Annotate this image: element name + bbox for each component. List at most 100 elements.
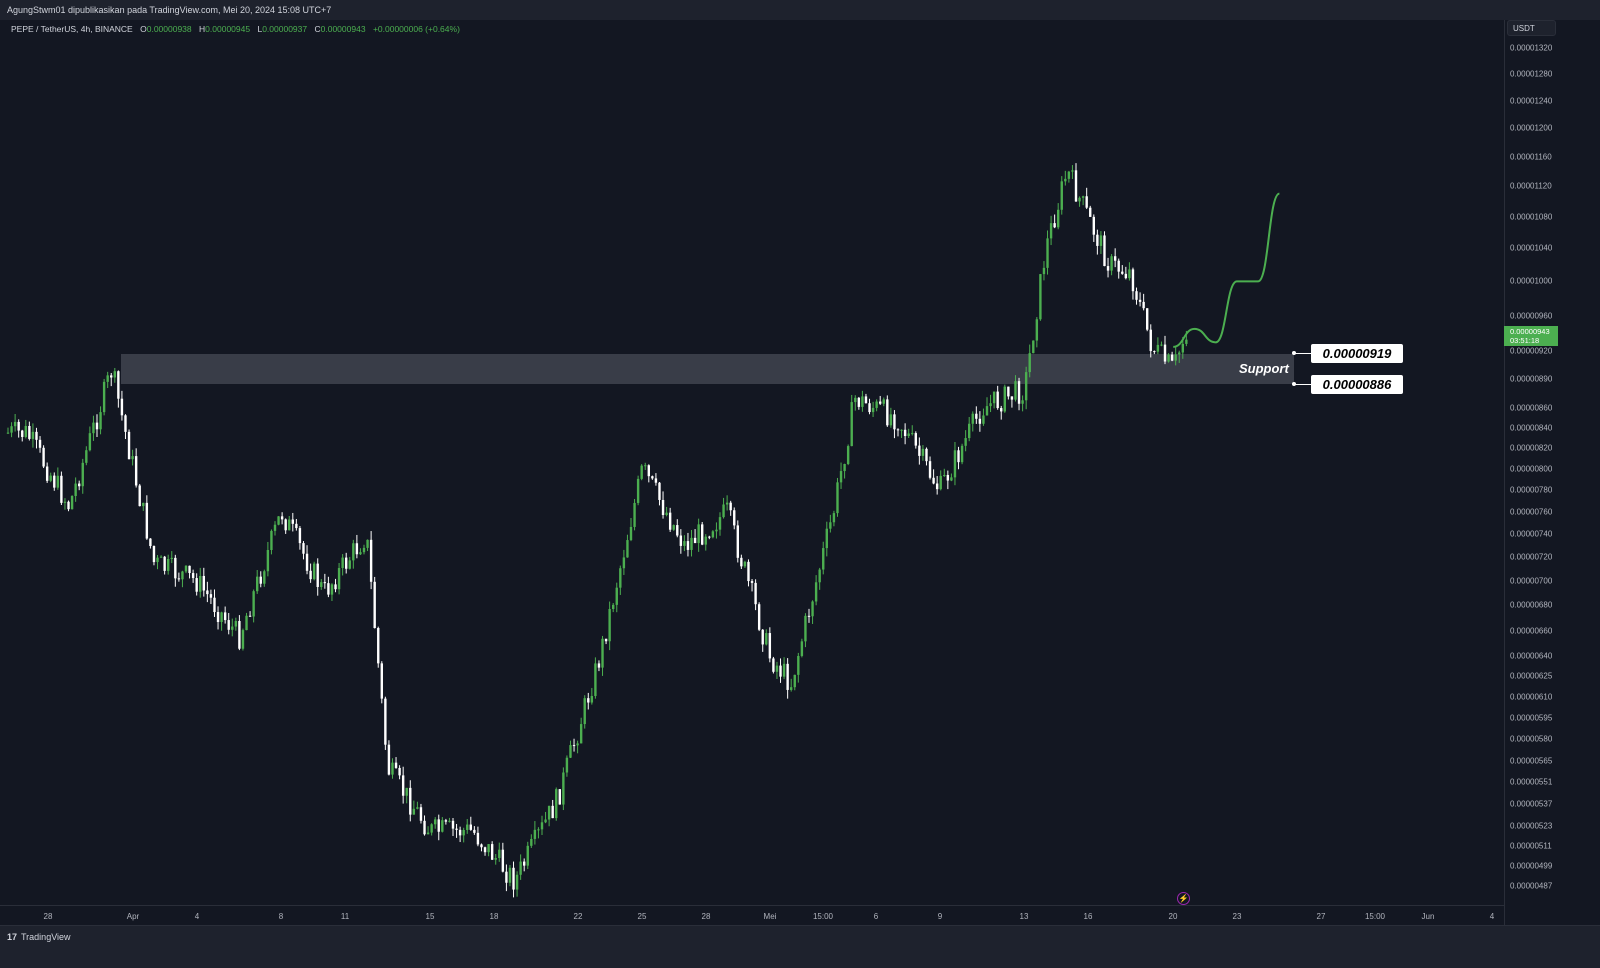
candle-body (950, 477, 953, 481)
candle-body (369, 539, 373, 582)
candle-body (1149, 329, 1152, 352)
candle-body (825, 528, 828, 549)
candle-body (540, 822, 544, 830)
candle-body (31, 431, 35, 439)
price-tick: 0.00001200 (1510, 123, 1553, 133)
candle-body (102, 381, 106, 413)
candle-body (366, 539, 369, 548)
candle-body (345, 557, 348, 569)
candle-body (633, 502, 636, 527)
candle-body (78, 483, 81, 487)
change-value: +0.00000006 (+0.64%) (372, 24, 460, 34)
price-scale[interactable] (1504, 20, 1600, 925)
price-tick: 0.00000860 (1510, 403, 1553, 413)
candle-body (1096, 234, 1099, 246)
lower-level-label[interactable]: 0.00000886 (1311, 375, 1403, 394)
candle-body (234, 621, 238, 627)
candle-body (337, 568, 341, 590)
candle-body (779, 665, 782, 677)
candle-body (490, 844, 494, 860)
candle-body (996, 391, 999, 409)
candle-body (889, 414, 893, 426)
candle-body (412, 808, 416, 815)
time-tick: 6 (873, 912, 879, 921)
candle-body (1085, 196, 1088, 208)
candle-body (1067, 171, 1071, 179)
upper-level-label[interactable]: 0.00000919 (1311, 344, 1403, 363)
candle-body (277, 516, 280, 525)
candle-body (131, 456, 134, 460)
candle-body (458, 829, 462, 836)
candle-body (693, 537, 697, 544)
candle-body (1007, 386, 1010, 397)
candle-body (1010, 396, 1014, 400)
candle-body (822, 548, 825, 570)
high-value: 0.00000945 (205, 24, 251, 34)
candle-body (405, 787, 408, 796)
candle-body (252, 591, 255, 617)
candle-body (1057, 209, 1060, 228)
candle-body (871, 407, 875, 413)
candle-body (547, 805, 551, 820)
support-zone[interactable] (121, 354, 1294, 384)
candle-body (683, 541, 686, 546)
candle-body (387, 744, 391, 775)
time-tick: 4 (1489, 912, 1495, 921)
tradingview-brand[interactable]: 17 TradingView (7, 932, 71, 942)
upper-level-connector (1294, 353, 1311, 354)
candle-body (978, 418, 982, 424)
projection-path[interactable] (1173, 192, 1281, 348)
candle-body (590, 696, 594, 703)
time-tick: 22 (573, 912, 583, 921)
candle-body (1156, 344, 1160, 352)
chart-area[interactable] (0, 20, 1536, 925)
candle-body (736, 525, 739, 558)
candle-body (127, 431, 131, 460)
price-tick: 0.00000565 (1510, 756, 1553, 766)
time-tick: 15 (425, 912, 435, 921)
time-scale[interactable] (0, 905, 1504, 926)
candle-body (334, 584, 337, 590)
price-tick: 0.00001160 (1510, 152, 1552, 162)
candle-body (95, 422, 99, 430)
candle-body (686, 541, 690, 550)
candle-body (21, 430, 24, 437)
candle-body (362, 547, 366, 553)
price-tick: 0.00000537 (1510, 799, 1553, 809)
price-tick: 0.00001040 (1510, 243, 1553, 253)
candle-body (1153, 351, 1156, 353)
price-chart[interactable] (0, 0, 1504, 905)
symbol-name[interactable]: PEPE / TetherUS, 4h, BINANCE (11, 24, 133, 34)
price-tick: 0.00000625 (1510, 671, 1553, 681)
candle-body (1117, 260, 1120, 272)
candle-body (28, 425, 31, 439)
candle-body (227, 620, 230, 630)
flash-icon[interactable]: ⚡ (1177, 892, 1190, 905)
currency-button[interactable]: USDT (1507, 20, 1556, 36)
candle-body (117, 371, 120, 399)
candle-body (1110, 256, 1113, 271)
candle-body (170, 557, 173, 559)
candle-body (110, 375, 113, 378)
candle-body (35, 431, 38, 440)
symbol-legend[interactable]: PEPE / TetherUS, 4h, BINANCE O0.00000938… (11, 24, 460, 34)
candle-body (843, 464, 846, 472)
time-tick: 28 (43, 912, 53, 921)
candle-body (587, 698, 590, 703)
candle-body (444, 820, 448, 822)
candle-body (377, 628, 380, 664)
price-tick: 0.00000640 (1510, 651, 1553, 661)
candle-body (1178, 352, 1181, 355)
bar-countdown: 03:51:18 (1510, 336, 1540, 345)
candle-body (1046, 238, 1049, 268)
candle-body (1078, 197, 1081, 202)
candle-body (836, 482, 839, 514)
candle-body (583, 698, 586, 725)
candle-body (960, 445, 964, 463)
candle-body (1181, 343, 1184, 353)
candle-body (818, 569, 821, 583)
price-tick: 0.00000890 (1510, 374, 1553, 384)
candle-body (81, 462, 84, 487)
candle-body (533, 829, 537, 839)
candle-body (1135, 291, 1138, 300)
